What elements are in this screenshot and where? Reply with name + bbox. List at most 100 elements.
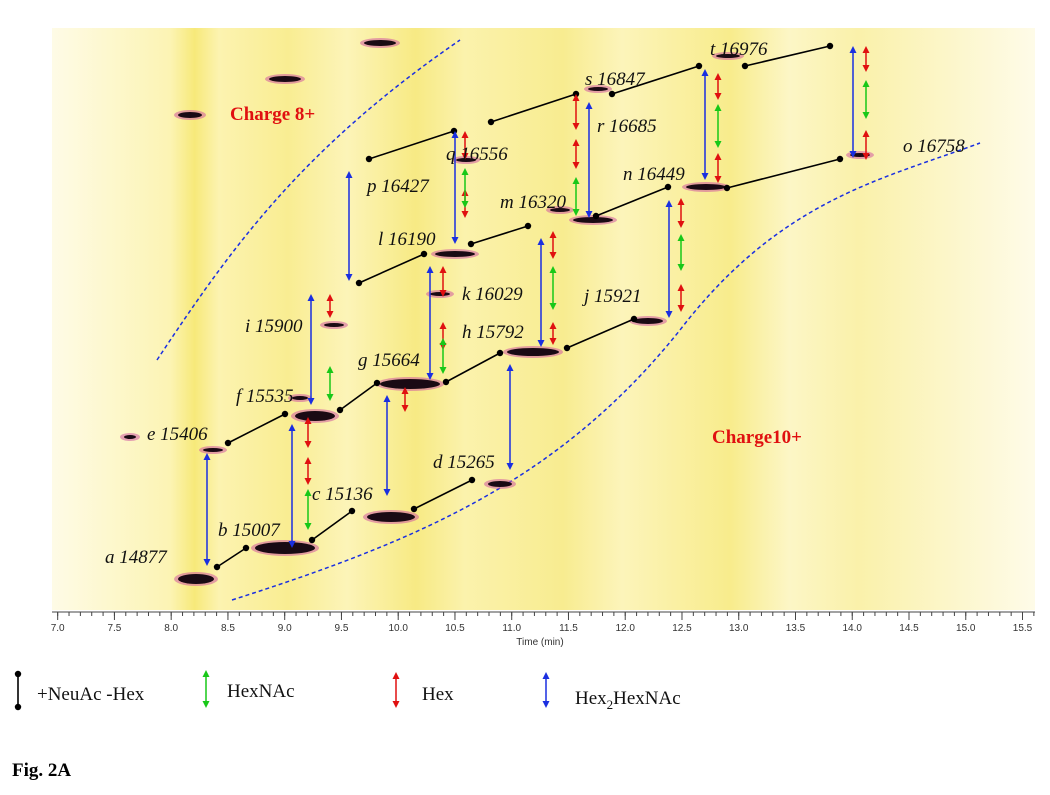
- hex2hexnac-arrow-head: [665, 200, 673, 207]
- legend-label: Hex2HexNAc: [575, 688, 681, 712]
- x-tick-label: 13.5: [786, 623, 806, 634]
- species-label: g 15664: [358, 350, 420, 371]
- x-tick-label: 14.5: [899, 623, 919, 634]
- peak: [686, 184, 726, 190]
- hex2hexnac-arrow-head: [506, 364, 514, 371]
- peak: [488, 481, 512, 487]
- x-tick-label: 12.0: [615, 623, 635, 634]
- legend-label: HexNAc: [227, 681, 295, 702]
- hex2hexnac-arrow-head: [203, 453, 211, 460]
- peak: [367, 512, 415, 522]
- hex2hexnac-arrow-head: [701, 69, 709, 76]
- hexnac-arrow-head: [572, 209, 580, 216]
- hexnac-arrow-head: [677, 264, 685, 271]
- species-label: f 15535: [236, 386, 294, 407]
- hexnac-arrow-head: [304, 523, 312, 530]
- connector-dot: [308, 536, 316, 544]
- hex-arrow-head: [677, 284, 685, 291]
- legend-part: 2: [607, 697, 614, 712]
- hex-arrow-head: [326, 311, 334, 318]
- hexnac-arrow-head: [461, 201, 469, 208]
- connector-dot: [224, 439, 232, 447]
- species-label: h 15792: [462, 322, 524, 343]
- hex2hexnac-arrow-head: [537, 238, 545, 245]
- connector: [470, 225, 529, 245]
- hex2hexnac-arrow-head: [451, 237, 459, 244]
- connector: [339, 382, 378, 411]
- hex2hexnac-arrow-head: [307, 398, 315, 405]
- legend-symbol: [14, 670, 22, 678]
- hex-arrow-head: [439, 322, 447, 329]
- hexnac-arrow-head: [549, 303, 557, 310]
- species-label: j 15921: [581, 286, 642, 307]
- hex2hexnac-arrow-head: [537, 340, 545, 347]
- hex-arrow-head: [304, 457, 312, 464]
- connector-dot: [281, 410, 289, 418]
- hex2hexnac-arrow-head: [288, 541, 296, 548]
- species-label: b 15007: [218, 520, 281, 541]
- hex-arrow-head: [304, 441, 312, 448]
- hex-arrow-head: [461, 153, 469, 160]
- hex2hexnac-arrow-head: [585, 102, 593, 109]
- hex2hexnac-arrow-head: [665, 311, 673, 318]
- hex2hexnac-arrow-head: [383, 395, 391, 402]
- x-tick-label: 10.0: [388, 623, 408, 634]
- peak: [716, 54, 740, 58]
- species-label: s 16847: [585, 69, 646, 90]
- species-label: c 15136: [312, 484, 373, 505]
- hex-arrow-head: [572, 139, 580, 146]
- peak: [178, 112, 202, 118]
- hexnac-arrow-head: [714, 141, 722, 148]
- connector: [490, 93, 577, 123]
- species-label: m 16320: [500, 192, 566, 213]
- species-label: q 16556: [446, 144, 508, 165]
- peak: [292, 396, 308, 400]
- connector-dot: [563, 344, 571, 352]
- hex-arrow-head: [572, 94, 580, 101]
- legend-symbol-head: [542, 672, 550, 679]
- hexnac-arrow-head: [714, 104, 722, 111]
- x-tick-label: 15.5: [1013, 623, 1033, 634]
- peak: [430, 292, 450, 296]
- hex-arrow-head: [439, 290, 447, 297]
- species-label: p 16427: [365, 176, 430, 197]
- peak: [178, 574, 214, 584]
- hex2hexnac-arrow-head: [849, 46, 857, 53]
- connector-dot: [723, 184, 731, 192]
- peak: [255, 542, 315, 554]
- peak: [203, 448, 223, 452]
- charge-boundary: [231, 142, 981, 601]
- legend-label: +NeuAc -Hex: [37, 684, 145, 705]
- hex-arrow-head: [304, 417, 312, 424]
- hex2hexnac-arrow-head: [506, 463, 514, 470]
- hex-arrow-head: [677, 198, 685, 205]
- hexnac-arrow-head: [326, 394, 334, 401]
- hex2hexnac-arrow-head: [345, 171, 353, 178]
- connector: [744, 45, 831, 67]
- hexnac-arrow-head: [862, 80, 870, 87]
- connector-dot: [355, 279, 363, 287]
- hex-arrow-head: [461, 131, 469, 138]
- hex-arrow-head: [549, 322, 557, 329]
- hex-arrow-head: [677, 305, 685, 312]
- peak: [124, 435, 136, 439]
- x-tick-label: 12.5: [672, 623, 692, 634]
- legend-symbol-head: [202, 701, 210, 708]
- hexnac-arrow-head: [572, 177, 580, 184]
- charge-boundary: [156, 39, 461, 361]
- connector: [595, 186, 669, 217]
- legend-part: HexNAc: [613, 688, 681, 709]
- connector: [227, 413, 286, 444]
- peak: [324, 323, 344, 327]
- hexnac-arrow-head: [304, 489, 312, 496]
- species-label: n 16449: [623, 164, 685, 185]
- hex-arrow-head: [572, 123, 580, 130]
- hexnac-arrow-head: [439, 367, 447, 374]
- connector-dot: [373, 379, 381, 387]
- species-label: d 15265: [433, 452, 495, 473]
- x-tick-label: 9.5: [334, 623, 348, 634]
- hex-arrow-head: [572, 162, 580, 169]
- x-tick-label: 7.0: [51, 623, 65, 634]
- x-tick-label: 13.0: [729, 623, 749, 634]
- hex2hexnac-arrow-head: [426, 266, 434, 273]
